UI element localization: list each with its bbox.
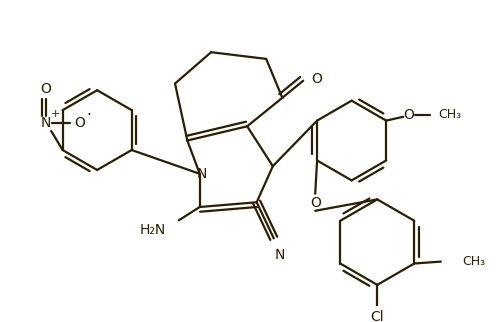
Text: O: O [310, 196, 320, 210]
Text: H₂N: H₂N [140, 223, 166, 237]
Text: O: O [311, 72, 322, 86]
Text: CH₃: CH₃ [462, 255, 485, 268]
Text: O: O [404, 108, 414, 122]
Text: O: O [40, 82, 51, 96]
Text: ·: · [87, 108, 92, 123]
Text: N: N [40, 117, 50, 130]
Text: CH₃: CH₃ [438, 109, 462, 121]
Text: +: + [52, 109, 60, 119]
Text: O: O [74, 117, 85, 130]
Text: Cl: Cl [370, 310, 384, 322]
Text: N: N [274, 249, 284, 262]
Text: N: N [196, 167, 207, 181]
